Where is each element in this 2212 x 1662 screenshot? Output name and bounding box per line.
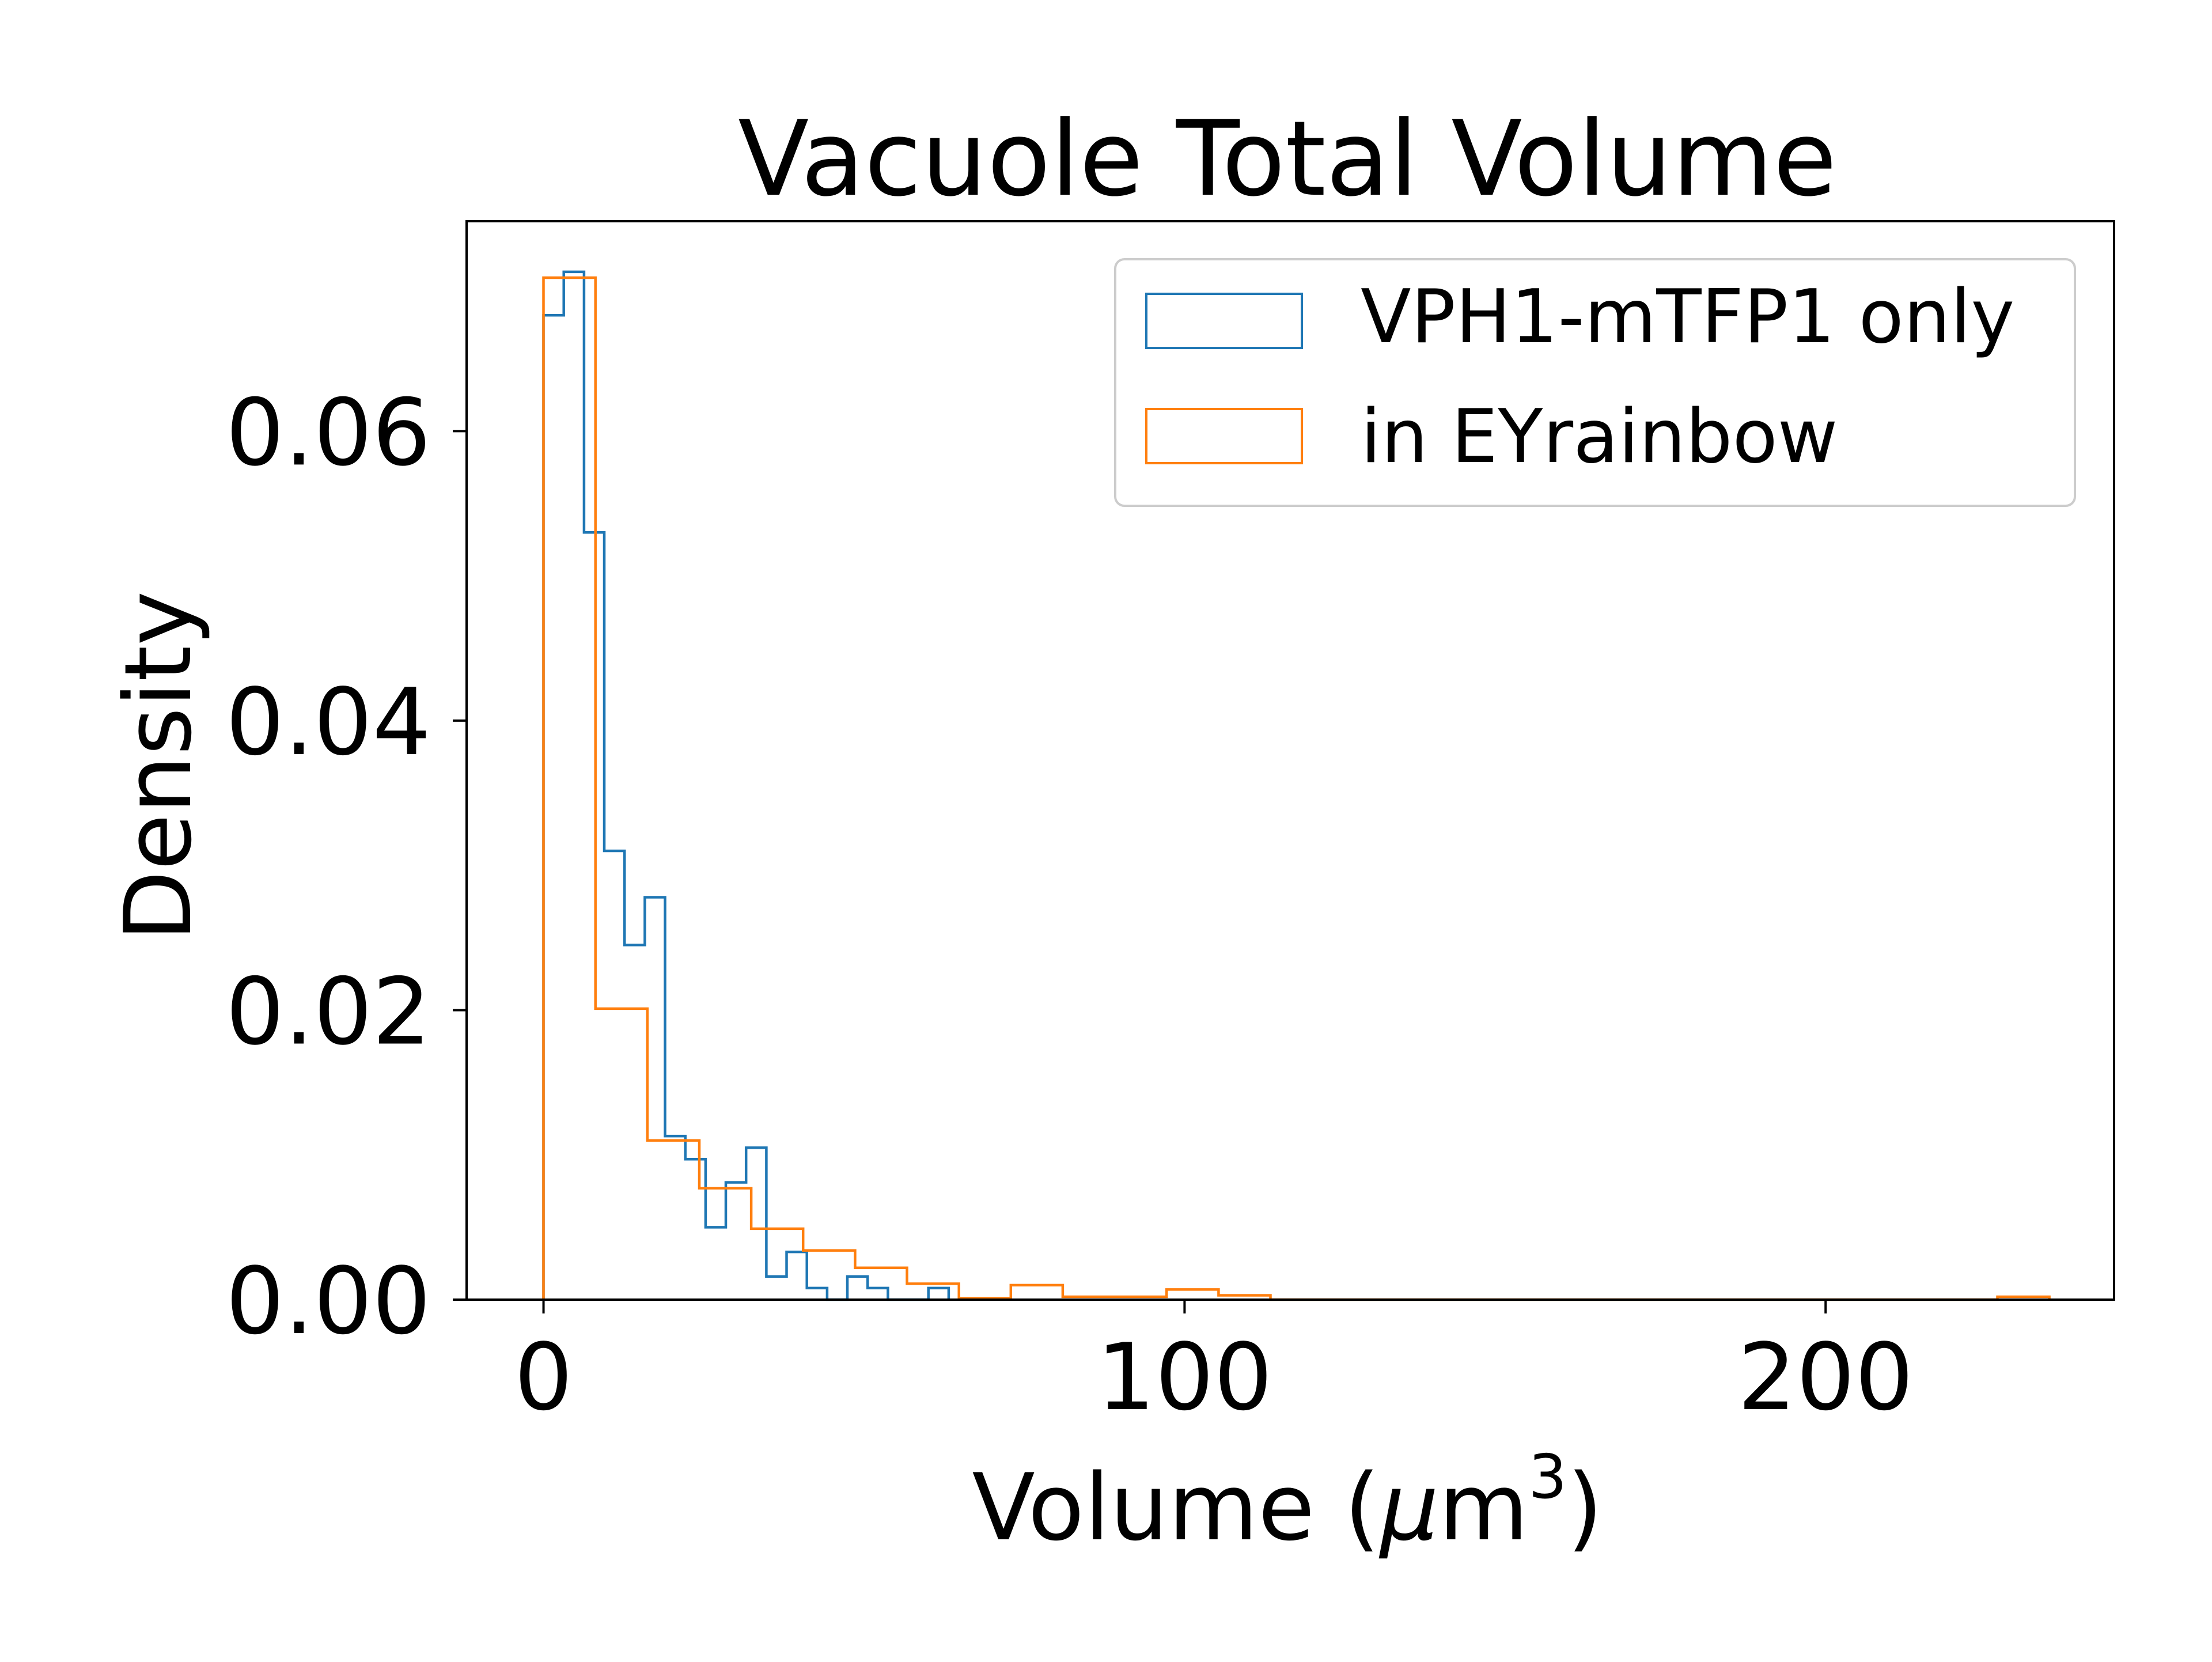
- plot-frame: [465, 220, 2115, 1301]
- y-tick-label: 0.02: [226, 957, 431, 1065]
- legend-label-in-eyrainbow: in EYrainbow: [1361, 394, 1838, 480]
- legend-frame: [1114, 258, 2076, 507]
- y-tick-label: 0.04: [226, 668, 431, 776]
- series-vph1-mtfp1-only-step: [542, 270, 950, 1301]
- y-tick-label: 0.06: [226, 378, 431, 486]
- x-tick-label: 100: [1097, 1323, 1272, 1431]
- x-axis: 0 100 200: [514, 1300, 1914, 1431]
- x-tick-label: 200: [1738, 1323, 1914, 1431]
- y-tick-label: 0.00: [226, 1247, 431, 1355]
- legend-swatch-in-eyrainbow: [1145, 408, 1303, 464]
- y-axis-label: Density: [104, 591, 212, 941]
- chart-title: Vacuole Total Volume: [738, 99, 1837, 219]
- legend-swatch-vph1-mtfp1-only: [1145, 293, 1303, 349]
- y-axis: 0.00 0.02 0.04 0.06: [226, 378, 467, 1355]
- legend: VPH1-mTFP1 only in EYrainbow: [1114, 258, 2076, 507]
- legend-label-vph1-mtfp1-only: VPH1-mTFP1 only: [1361, 274, 2014, 360]
- x-tick-label: 0: [514, 1323, 573, 1431]
- x-axis-label: Volume (μm3): [972, 1442, 1603, 1561]
